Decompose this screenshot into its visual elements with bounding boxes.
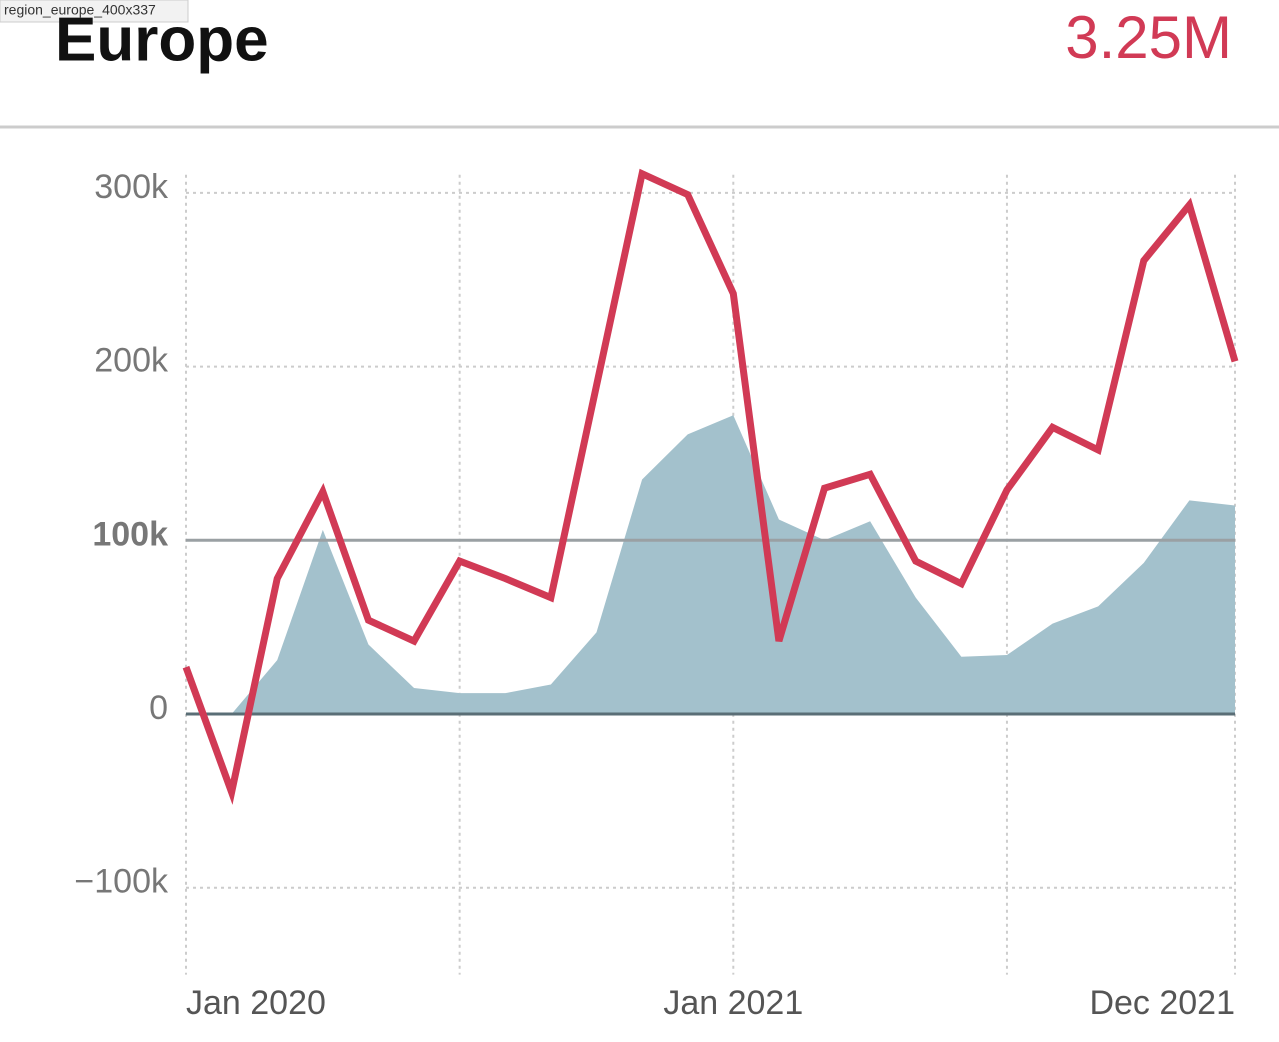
x-tick-label: Jan 2020 [186,984,326,1022]
window-label: region_europe_400x337 [4,2,156,18]
x-tick-label: Jan 2021 [663,984,803,1022]
headline-value: 3.25M [1065,4,1232,71]
y-tick-label: 100k [92,515,168,553]
chart-title: Europe [55,5,269,74]
y-tick-label: 300k [94,168,169,206]
y-tick-label: 0 [149,689,168,727]
window-tab [0,0,189,23]
x-tick-label: Dec 2021 [1089,984,1235,1022]
y-tick-label: 200k [94,342,169,380]
y-tick-label: −100k [74,863,169,901]
area [231,415,1235,715]
line [182,168,1239,805]
